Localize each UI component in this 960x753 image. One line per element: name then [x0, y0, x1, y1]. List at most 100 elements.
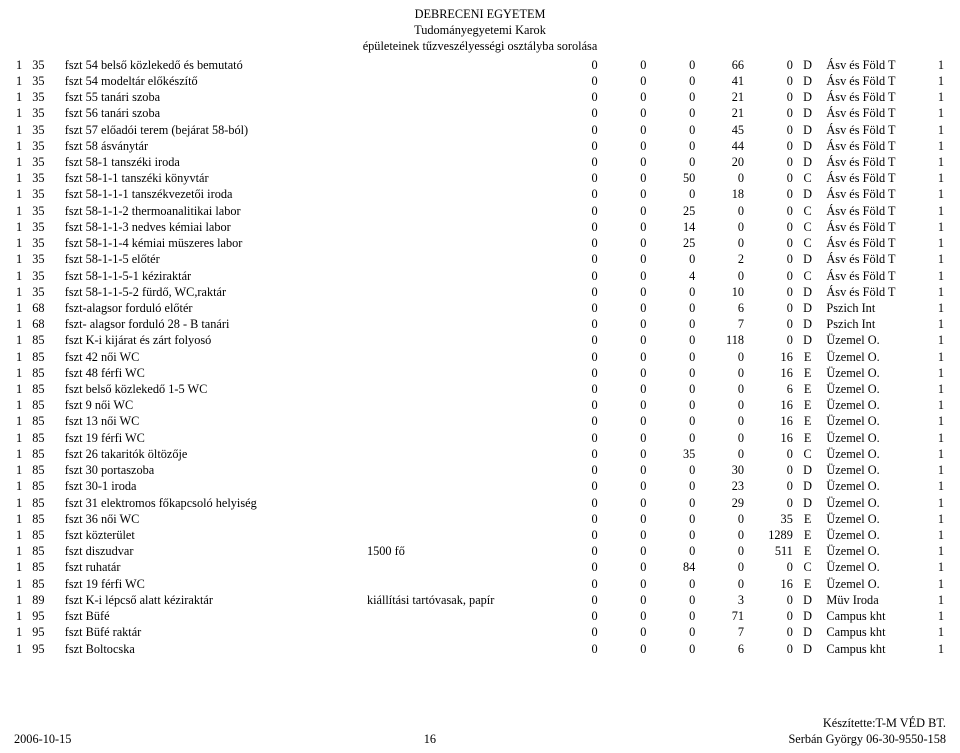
room-name: fszt K-i lépcső alatt kéziraktár — [63, 592, 365, 608]
table-row: 185fszt közterület00001289EÜzemel O.1 — [14, 527, 946, 543]
group: Üzemel O. — [820, 413, 929, 429]
header-sub-1: Tudományegyetemi Karok — [14, 22, 946, 38]
n3: 0 — [697, 203, 746, 219]
n1: 0 — [600, 154, 649, 170]
fire-class: D — [795, 186, 821, 202]
col-b: 85 — [30, 511, 63, 527]
end: 1 — [930, 608, 946, 624]
fire-class: E — [795, 527, 821, 543]
table-row: 135fszt 58-1-1-5-1 kéziraktár00400CÁsv é… — [14, 268, 946, 284]
n4: 35 — [746, 511, 795, 527]
end: 1 — [930, 397, 946, 413]
n4: 16 — [746, 365, 795, 381]
n0: 0 — [551, 446, 600, 462]
table-row: 185fszt 19 férfi WC000016EÜzemel O.1 — [14, 430, 946, 446]
fire-class: D — [795, 624, 821, 640]
group: Campus kht — [820, 608, 929, 624]
n4: 0 — [746, 559, 795, 575]
table-row: 185fszt 13 női WC000016EÜzemel O.1 — [14, 413, 946, 429]
table-row: 185fszt 36 női WC000035EÜzemel O.1 — [14, 511, 946, 527]
table-row: 135fszt 58-1-1-4 kémiai müszeres labor00… — [14, 235, 946, 251]
group: Üzemel O. — [820, 446, 929, 462]
n4: 0 — [746, 154, 795, 170]
n2: 84 — [648, 559, 697, 575]
group: Üzemel O. — [820, 365, 929, 381]
n4: 0 — [746, 332, 795, 348]
room-note — [365, 268, 551, 284]
col-b: 85 — [30, 430, 63, 446]
room-name: fszt 36 női WC — [63, 511, 365, 527]
n0: 0 — [551, 73, 600, 89]
room-name: fszt 58 ásványtár — [63, 138, 365, 154]
end: 1 — [930, 235, 946, 251]
n4: 0 — [746, 251, 795, 267]
n2: 25 — [648, 235, 697, 251]
end: 1 — [930, 203, 946, 219]
group: Ásv és Föld T — [820, 186, 929, 202]
end: 1 — [930, 122, 946, 138]
n2: 0 — [648, 251, 697, 267]
col-b: 35 — [30, 154, 63, 170]
group: Ásv és Föld T — [820, 138, 929, 154]
col-b: 35 — [30, 89, 63, 105]
fire-class: C — [795, 559, 821, 575]
col-a: 1 — [14, 527, 30, 543]
col-b: 35 — [30, 57, 63, 73]
col-b: 85 — [30, 365, 63, 381]
room-name: fszt 58-1-1 tanszéki könyvtár — [63, 170, 365, 186]
room-name: fszt ruhatár — [63, 559, 365, 575]
group: Üzemel O. — [820, 332, 929, 348]
fire-class: D — [795, 332, 821, 348]
n1: 0 — [600, 478, 649, 494]
n4: 6 — [746, 381, 795, 397]
col-a: 1 — [14, 268, 30, 284]
n1: 0 — [600, 624, 649, 640]
fire-class: D — [795, 300, 821, 316]
fire-class: E — [795, 430, 821, 446]
fire-class: D — [795, 316, 821, 332]
n2: 50 — [648, 170, 697, 186]
room-note — [365, 349, 551, 365]
n1: 0 — [600, 559, 649, 575]
room-note — [365, 219, 551, 235]
table-row: 135fszt 57 előadói terem (bejárat 58-ból… — [14, 122, 946, 138]
n2: 0 — [648, 73, 697, 89]
n2: 0 — [648, 186, 697, 202]
group: Ásv és Föld T — [820, 89, 929, 105]
room-name: fszt 58-1 tanszéki iroda — [63, 154, 365, 170]
end: 1 — [930, 413, 946, 429]
end: 1 — [930, 624, 946, 640]
n4: 0 — [746, 235, 795, 251]
end: 1 — [930, 349, 946, 365]
n3: 66 — [697, 57, 746, 73]
room-name: fszt 58-1-1-5 előtér — [63, 251, 365, 267]
col-b: 68 — [30, 316, 63, 332]
room-note — [365, 430, 551, 446]
col-b: 35 — [30, 284, 63, 300]
table-row: 185fszt 30-1 iroda000230DÜzemel O.1 — [14, 478, 946, 494]
fire-class: D — [795, 57, 821, 73]
n2: 0 — [648, 462, 697, 478]
table-row: 168fszt- alagsor forduló 28 - B tanári00… — [14, 316, 946, 332]
col-b: 85 — [30, 332, 63, 348]
n4: 0 — [746, 478, 795, 494]
end: 1 — [930, 268, 946, 284]
n0: 0 — [551, 592, 600, 608]
fire-class: E — [795, 576, 821, 592]
table-row: 168fszt-alagsor forduló előtér00060DPszi… — [14, 300, 946, 316]
n3: 0 — [697, 527, 746, 543]
table-row: 135fszt 58-1-1 tanszéki könyvtár005000CÁ… — [14, 170, 946, 186]
n1: 0 — [600, 462, 649, 478]
end: 1 — [930, 527, 946, 543]
room-name: fszt 58-1-1-5-1 kéziraktár — [63, 268, 365, 284]
n4: 0 — [746, 608, 795, 624]
fire-class: D — [795, 138, 821, 154]
n4: 0 — [746, 89, 795, 105]
group: Üzemel O. — [820, 430, 929, 446]
footer-contact: Serbán György 06-30-9550-158 — [788, 732, 946, 746]
col-a: 1 — [14, 397, 30, 413]
n1: 0 — [600, 543, 649, 559]
n4: 0 — [746, 170, 795, 186]
fire-class: C — [795, 219, 821, 235]
n2: 0 — [648, 592, 697, 608]
